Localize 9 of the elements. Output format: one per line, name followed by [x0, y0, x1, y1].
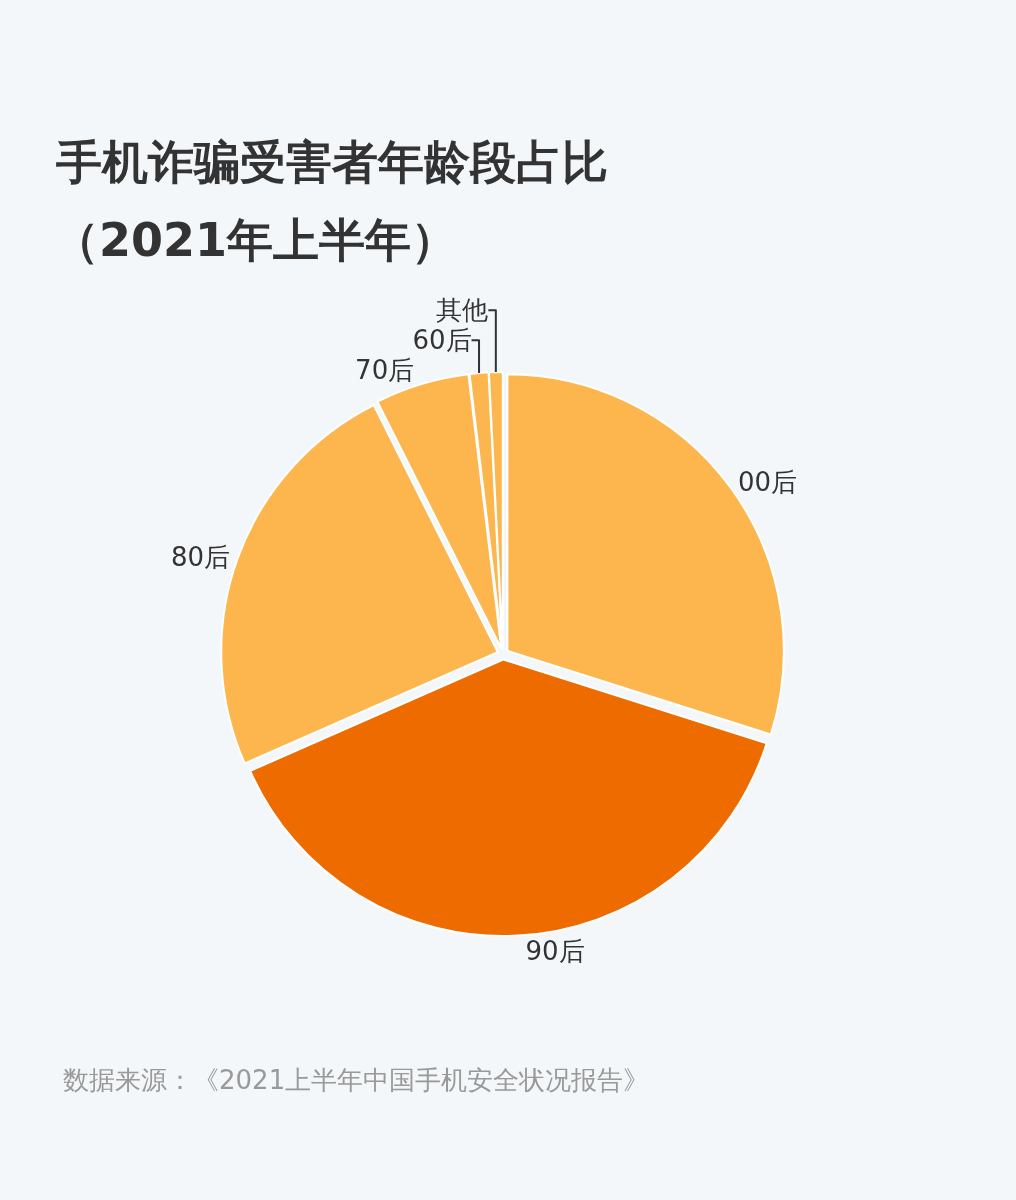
slice-label: 00后 — [738, 467, 798, 498]
chart-subtitle: （2021年上半年） — [53, 213, 458, 267]
source-note: 数据来源：《2021上半年中国手机安全状况报告》 — [63, 1065, 650, 1095]
slice-label: 90后 — [525, 935, 585, 966]
chart-title: 手机诈骗受害者年龄段占比 — [55, 135, 608, 190]
slice-label: 70后 — [355, 355, 415, 386]
slice-label: 60后 — [412, 325, 472, 356]
slice-label: 80后 — [171, 541, 231, 572]
slice-label: 其他 — [436, 295, 489, 326]
